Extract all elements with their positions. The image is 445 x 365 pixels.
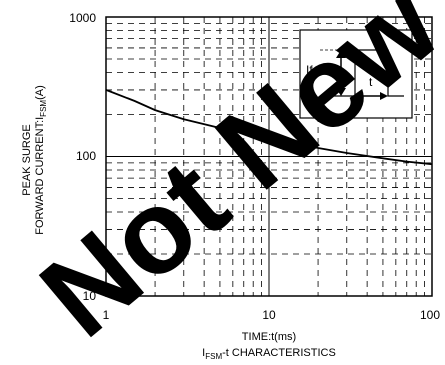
x-axis-label: TIME:t(ms) <box>242 331 296 343</box>
xtick-label-100: 100 <box>420 308 440 322</box>
ytick-label-100: 100 <box>76 149 96 163</box>
y-axis-label-sub: FSM <box>39 100 48 117</box>
ytick-label-10: 10 <box>83 289 97 303</box>
major-grid <box>106 17 432 296</box>
y-axis-label-line1: PEAK SURGE <box>21 124 33 196</box>
xtick-label-10: 10 <box>262 308 276 322</box>
y-axis-label-main: FORWARD CURRENT:I <box>34 117 46 235</box>
watermark-text: Not New <box>17 0 445 362</box>
y-axis-label-line2: FORWARD CURRENT:IFSM(A) <box>34 85 48 235</box>
series-line <box>105 89 433 166</box>
inset-arrow-head-up <box>336 50 346 58</box>
caption-rest: -t CHARACTERISTICS <box>222 347 336 359</box>
inset-arrow-head-left <box>355 92 363 100</box>
y-axis-label: PEAK SURGE FORWARD CURRENT:IFSM(A) <box>21 85 48 235</box>
inset-arrow-head-down <box>336 88 346 96</box>
ytick-label-1000: 1000 <box>69 11 96 25</box>
watermark: Not New <box>17 0 445 362</box>
inset-box <box>299 29 413 119</box>
xtick-label-1: 1 <box>103 308 110 322</box>
inset-t-label: t <box>369 75 373 89</box>
inset-pulse <box>320 49 404 97</box>
y-axis-label-unit: (A) <box>34 85 46 100</box>
inset-arrow-head-right <box>380 92 388 100</box>
inset-ifsm-label: Ifsm <box>306 63 329 77</box>
caption-sub: FSM <box>205 352 222 361</box>
inset-diagram: Ifsm t <box>299 29 413 119</box>
chart-caption: IFSM-t CHARACTERISTICS <box>202 347 336 361</box>
plot-frame <box>105 16 433 297</box>
caption-main: I <box>202 347 205 359</box>
